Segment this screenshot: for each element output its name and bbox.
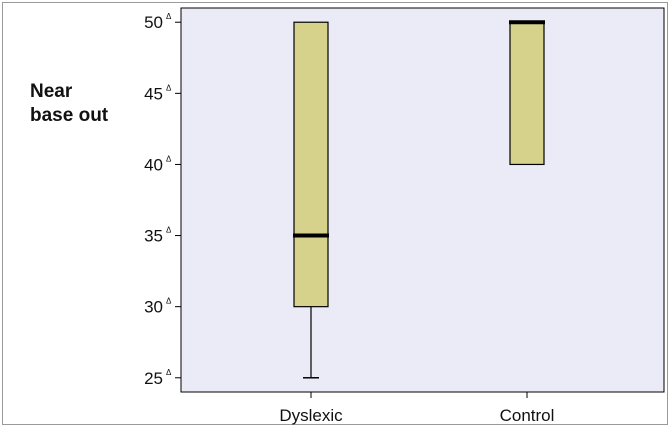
y-tick-label: 25 [144,369,163,388]
y-tick-delta: Δ [166,226,172,235]
plot-area [180,7,665,393]
y-tick-delta: Δ [166,12,172,21]
y-tick-delta: Δ [166,297,172,306]
x-category-label: Dyslexic [279,406,343,425]
y-tick-delta: Δ [166,83,172,92]
figure-border [2,2,668,425]
y-axis-label: Near base out [30,80,140,128]
x-category-label: Control [500,406,555,425]
box-control [509,21,545,166]
y-tick-label: 35 [144,227,163,246]
y-tick-label: 45 [144,84,163,103]
y-axis-label-line-1: Near [30,81,73,102]
box-dyslexic [293,21,329,308]
y-tick-label: 40 [144,155,163,174]
y-tick-label: 50 [144,13,163,32]
y-tick-delta: Δ [166,154,172,163]
y-tick-label: 30 [144,298,163,317]
y-axis-label-line-2: base out [30,105,109,126]
y-tick-delta: Δ [166,368,172,377]
